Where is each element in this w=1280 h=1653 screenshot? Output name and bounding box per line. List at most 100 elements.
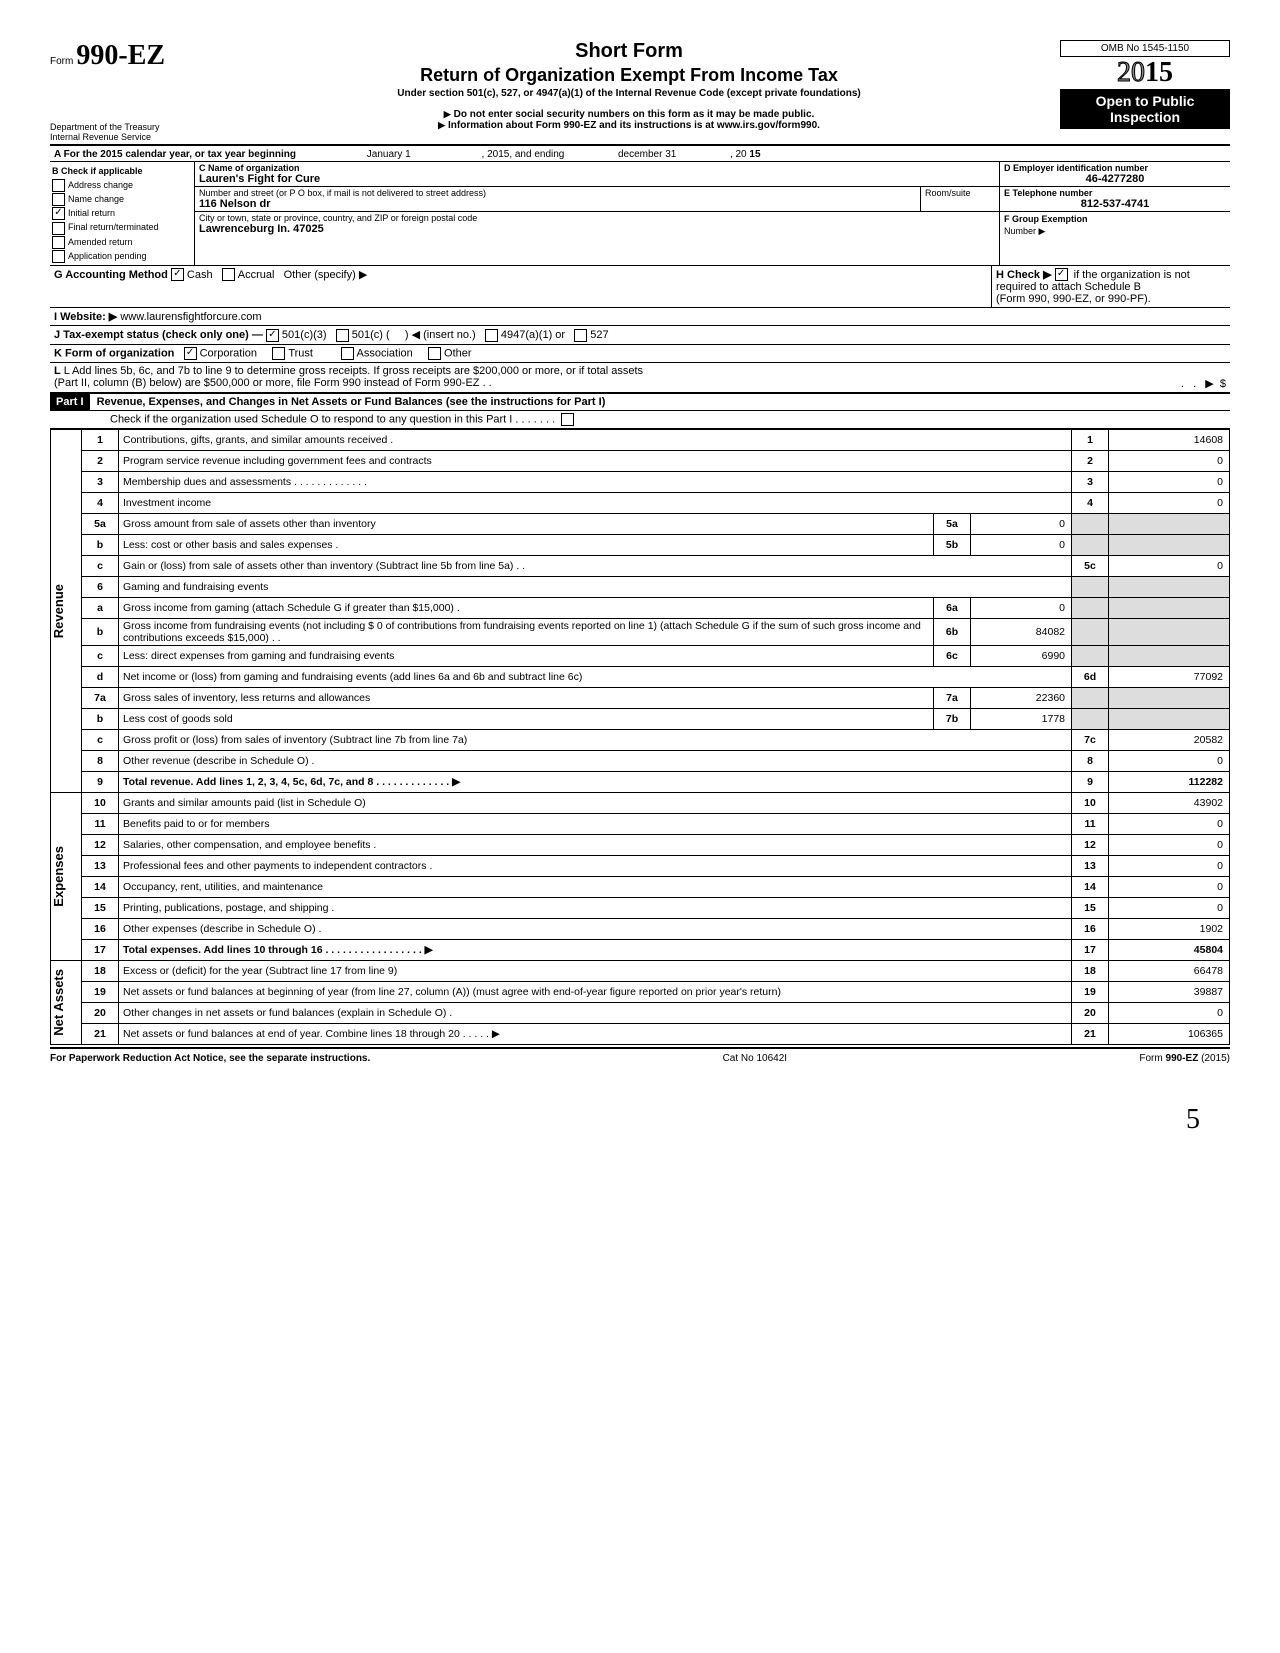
form-header: Form 990-EZ Department of the Treasury I… <box>50 40 1230 142</box>
line-row: bGross income from fundraising events (n… <box>51 618 1230 645</box>
col-value: 0 <box>1109 555 1230 576</box>
subline-number: 6a <box>934 597 971 618</box>
chk-name-change[interactable] <box>52 193 65 206</box>
col-num-grey <box>1072 645 1109 666</box>
room-suite-label: Room/suite <box>920 187 999 211</box>
form-label: Form <box>50 56 73 67</box>
line-desc: Less cost of goods sold <box>119 708 934 729</box>
line-desc: Occupancy, rent, utilities, and maintena… <box>119 876 1072 897</box>
line-number: 19 <box>82 981 119 1002</box>
col-value: 0 <box>1109 450 1230 471</box>
col-number: 8 <box>1072 750 1109 771</box>
col-val-grey <box>1109 576 1230 597</box>
chk-501c3[interactable]: ✓ <box>266 329 279 342</box>
col-num-grey <box>1072 597 1109 618</box>
col-number: 9 <box>1072 771 1109 792</box>
col-num-grey <box>1072 618 1109 645</box>
chk-pending[interactable] <box>52 250 65 263</box>
col-number: 18 <box>1072 960 1109 981</box>
line-desc: Program service revenue including govern… <box>119 450 1072 471</box>
col-number: 11 <box>1072 813 1109 834</box>
line-desc: Other revenue (describe in Schedule O) . <box>119 750 1072 771</box>
chk-other-org[interactable] <box>428 347 441 360</box>
line-desc: Gain or (loss) from sale of assets other… <box>119 555 1072 576</box>
line-desc: Other expenses (describe in Schedule O) … <box>119 918 1072 939</box>
chk-schedule-b[interactable]: ✓ <box>1055 268 1068 281</box>
lines-table: Revenue1Contributions, gifts, grants, an… <box>50 429 1230 1045</box>
line-number: 17 <box>82 939 119 960</box>
col-number: 7c <box>1072 729 1109 750</box>
chk-accrual[interactable] <box>222 268 235 281</box>
phone: 812-537-4741 <box>1004 198 1226 210</box>
line-number: b <box>82 534 119 555</box>
chk-assoc[interactable] <box>341 347 354 360</box>
chk-schedule-o[interactable] <box>561 413 574 426</box>
org-info-block: B Check if applicable Address change Nam… <box>50 162 1230 266</box>
page-footer: For Paperwork Reduction Act Notice, see … <box>50 1053 1230 1064</box>
line-number: 10 <box>82 792 119 813</box>
line-row: 16Other expenses (describe in Schedule O… <box>51 918 1230 939</box>
short-form-title: Short Form <box>206 40 1052 63</box>
subline-value: 22360 <box>971 687 1072 708</box>
chk-final-return[interactable] <box>52 222 65 235</box>
line-desc: Printing, publications, postage, and shi… <box>119 897 1072 918</box>
chk-trust[interactable] <box>272 347 285 360</box>
line-number: 15 <box>82 897 119 918</box>
chk-501c[interactable] <box>336 329 349 342</box>
col-number: 6d <box>1072 666 1109 687</box>
line-desc: Gross income from fundraising events (no… <box>119 618 934 645</box>
subline-number: 5a <box>934 513 971 534</box>
col-value: 0 <box>1109 492 1230 513</box>
col-value: 43902 <box>1109 792 1230 813</box>
chk-527[interactable] <box>574 329 587 342</box>
col-value: 0 <box>1109 750 1230 771</box>
col-val-grey <box>1109 597 1230 618</box>
org-city: Lawrenceburg In. 47025 <box>199 223 995 235</box>
line-row: 3Membership dues and assessments . . . .… <box>51 471 1230 492</box>
line-desc: Gaming and fundraising events <box>119 576 1072 597</box>
col-value: 0 <box>1109 813 1230 834</box>
line-desc: Gross income from gaming (attach Schedul… <box>119 597 934 618</box>
chk-corp[interactable]: ✓ <box>184 347 197 360</box>
main-title: Return of Organization Exempt From Incom… <box>206 65 1052 86</box>
line-number: 6 <box>82 576 119 597</box>
line-row: Expenses10Grants and similar amounts pai… <box>51 792 1230 813</box>
line-number: 11 <box>82 813 119 834</box>
col-number: 12 <box>1072 834 1109 855</box>
line-row: Net Assets18Excess or (deficit) for the … <box>51 960 1230 981</box>
col-num-grey <box>1072 708 1109 729</box>
chk-4947[interactable] <box>485 329 498 342</box>
chk-amended[interactable] <box>52 236 65 249</box>
line-row: cGain or (loss) from sale of assets othe… <box>51 555 1230 576</box>
form-number: 990-EZ <box>76 40 165 71</box>
col-number: 1 <box>1072 429 1109 450</box>
line-row: 5aGross amount from sale of assets other… <box>51 513 1230 534</box>
chk-initial-return[interactable]: ✓ <box>52 207 65 220</box>
col-num-grey <box>1072 687 1109 708</box>
line-number: 18 <box>82 960 119 981</box>
chk-address-change[interactable] <box>52 179 65 192</box>
col-number: 14 <box>1072 876 1109 897</box>
chk-cash[interactable]: ✓ <box>171 268 184 281</box>
section-label-expenses: Expenses <box>51 846 66 907</box>
subline-number: 7b <box>934 708 971 729</box>
line-number: 7a <box>82 687 119 708</box>
subline-number: 6c <box>934 645 971 666</box>
line-desc: Grants and similar amounts paid (list in… <box>119 792 1072 813</box>
line-row: cLess: direct expenses from gaming and f… <box>51 645 1230 666</box>
ein: 46-4277280 <box>1004 173 1226 185</box>
col-value: 1902 <box>1109 918 1230 939</box>
subline-value: 6990 <box>971 645 1072 666</box>
line-row: 19Net assets or fund balances at beginni… <box>51 981 1230 1002</box>
col-value: 20582 <box>1109 729 1230 750</box>
subline-value: 0 <box>971 597 1072 618</box>
dept-treasury: Department of the Treasury <box>50 122 190 132</box>
col-number: 10 <box>1072 792 1109 813</box>
org-address: 116 Nelson dr <box>199 198 916 210</box>
col-num-grey <box>1072 576 1109 597</box>
line-number: 20 <box>82 1002 119 1023</box>
line-number: 13 <box>82 855 119 876</box>
line-number: c <box>82 645 119 666</box>
line-number: 2 <box>82 450 119 471</box>
col-value: 0 <box>1109 471 1230 492</box>
